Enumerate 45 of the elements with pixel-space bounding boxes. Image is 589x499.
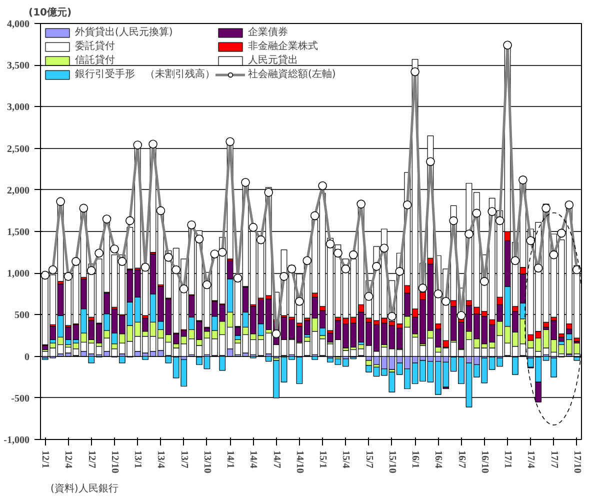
y-tick-label: 4,000 [7, 19, 30, 30]
x-tick-label: 15/4 [340, 450, 352, 468]
x-tick-label: 13/4 [155, 450, 166, 468]
x-tick-label: 14/4 [248, 450, 259, 468]
x-tick-label: 16/7 [456, 450, 467, 468]
y-tick-label: 2,000 [7, 185, 30, 196]
x-tick-label: 15/7 [363, 450, 374, 468]
x-tick-label: 13/7 [178, 450, 190, 468]
x-tick-label: 17/7 [548, 450, 560, 468]
y-tick-label: 0 [24, 352, 30, 363]
x-tick-label: 17/4 [525, 450, 536, 468]
text: (資料)人民銀行 [50, 482, 118, 494]
x-tick-label: 13/10 [201, 450, 212, 474]
y-tick-label: 3,500 [7, 60, 30, 72]
legend-label: 企業債券 [248, 26, 288, 39]
y-tick-label: -500 [11, 393, 30, 404]
y-tick-label: 3,000 [7, 102, 30, 114]
y-tick-label: 2,500 [7, 144, 30, 155]
legend-label: 信託貸付 [75, 54, 115, 67]
x-tick-label: 14/10 [294, 450, 305, 474]
x-tick-label: 12/4 [62, 450, 74, 468]
y-tick-label: 1,000 [7, 268, 30, 280]
x-tick-label: 15/10 [386, 450, 398, 474]
legend-label: 社会融資総額(左軸) [248, 68, 336, 81]
y-tick-label: -1,000 [4, 435, 30, 446]
x-tick-label: 13/1 [132, 450, 144, 468]
x-tick-label: 17/10 [571, 450, 582, 474]
x-tick-label: 12/1 [40, 450, 51, 468]
x-tick-label: 12/10 [108, 450, 120, 474]
x-tick-label: 14/1 [224, 450, 236, 468]
y-tick-label: 1,500 [7, 227, 30, 238]
legend-label: 人民元貸出 [248, 54, 298, 67]
x-tick-label: 17/1 [502, 450, 514, 468]
legend-label: 外貨貸出(人民元換算) [75, 26, 173, 39]
y-tick-label: 500 [14, 310, 30, 322]
x-tick-label: 15/1 [317, 450, 328, 468]
x-tick-label: 12/7 [86, 450, 97, 468]
x-tick-label: 14/7 [270, 450, 282, 468]
legend-label: 委託貸付 [75, 40, 115, 53]
x-tick-label: 16/4 [432, 450, 444, 468]
y-axis-title: (10億元) [28, 6, 72, 18]
x-tick-label: 16/10 [478, 450, 490, 474]
legend-label: 非金融企業株式 [248, 40, 318, 53]
x-tick-label: 16/1 [410, 450, 421, 468]
legend-label: 銀行引受手形 （未割引残高） [75, 68, 215, 81]
